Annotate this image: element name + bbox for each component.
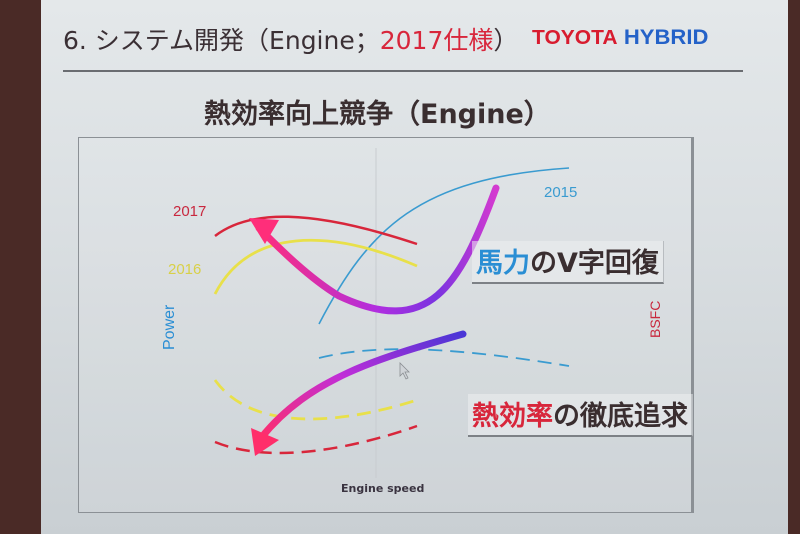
callout-power-rest: のV字回復 (530, 248, 659, 279)
callout-efficiency-highlight: 熱効率 (472, 401, 553, 432)
bsfc-2015-line (318, 348, 570, 367)
title-highlight: 2017仕様 (379, 26, 494, 55)
slide-title: 6. システム開発（Engine；2017仕様） (63, 21, 518, 57)
brand-hybrid: HYBRID (623, 26, 709, 49)
title-prefix: 6. システム開発（Engine； (63, 26, 380, 55)
callout-power-highlight: 馬力 (476, 248, 530, 279)
x-axis-label: Engine speed (341, 482, 425, 495)
title-divider (63, 70, 743, 72)
efficiency-arrow (257, 330, 467, 442)
mouse-cursor-icon (399, 362, 410, 380)
title-suffix: ） (493, 26, 519, 55)
power-2015-line (318, 167, 570, 325)
callout-efficiency-rest: の徹底追求 (553, 401, 688, 432)
series-label-2015: 2015 (544, 184, 578, 201)
chart-frame: 2017 2016 2015 Power BSFC 馬力のV字回復 熱効率の徹底… (78, 137, 694, 513)
efficiency-arrow-head (251, 428, 279, 456)
toyota-hybrid-logo: TOYOTA HYBRID (532, 26, 708, 50)
engine-chart (213, 148, 570, 478)
y-axis-right-label: BSFC (647, 300, 663, 338)
power-2016-line (213, 238, 418, 295)
slide: 6. システム開発（Engine；2017仕様） TOYOTA HYBRID 熱効… (41, 0, 788, 534)
brand-toyota: TOYOTA (532, 27, 618, 49)
power-2017-line (214, 215, 418, 246)
power-v-recovery-arrow (255, 184, 500, 315)
callout-thermal-efficiency: 熱効率の徹底追求 (468, 394, 693, 437)
series-label-2017: 2017 (173, 203, 207, 220)
power-arrow-head (249, 218, 279, 244)
bsfc-2016-line (213, 379, 418, 421)
y-axis-left-label: Power (161, 304, 178, 350)
callout-power-recovery: 馬力のV字回復 (472, 241, 664, 284)
bsfc-2017-line (214, 424, 418, 455)
series-label-2016: 2016 (168, 261, 202, 278)
chart-heading: 熱効率向上競争（Engine） (204, 99, 551, 130)
